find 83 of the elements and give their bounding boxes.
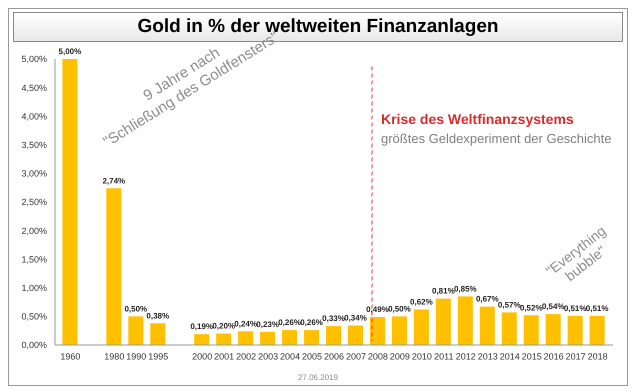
x-tick-label: 2006 <box>324 351 344 362</box>
data-label: 5,00% <box>58 47 82 56</box>
y-tick-label: 1,50% <box>21 254 47 264</box>
bar <box>502 312 517 345</box>
x-tick-label: 2018 <box>588 351 608 362</box>
bar <box>458 296 473 345</box>
x-tick-label: 2004 <box>280 351 300 362</box>
bar <box>326 326 342 345</box>
x-tick-label: 1995 <box>148 351 168 362</box>
data-label: 0,19% <box>190 322 214 332</box>
data-label: 0,67% <box>476 294 499 304</box>
bar <box>348 326 363 345</box>
data-label: 0,62% <box>410 298 433 307</box>
text: 27.06.2019 <box>296 373 340 382</box>
bar <box>238 331 254 345</box>
y-tick-label: 3,00% <box>21 168 47 179</box>
y-tick-label: 2,00% <box>21 226 47 236</box>
x-tick-label: 1990 <box>126 351 146 362</box>
y-tick-label: 0,00% <box>21 340 47 350</box>
bar <box>216 334 232 345</box>
x-tick-label: 2010 <box>412 351 432 362</box>
bar <box>414 310 429 345</box>
y-tick-label: 1,00% <box>21 282 47 293</box>
x-tick-label: 2001 <box>214 351 234 362</box>
bar <box>194 334 210 345</box>
bar <box>106 188 122 345</box>
x-tick-label: 2009 <box>390 351 410 362</box>
data-label: 0,38% <box>146 311 170 320</box>
data-label: 0,54% <box>542 302 565 312</box>
bar <box>282 330 298 345</box>
x-tick-label: 2011 <box>434 351 454 362</box>
bar <box>304 330 320 345</box>
bar <box>62 59 78 345</box>
bar <box>546 314 561 345</box>
x-tick-label: 1960 <box>60 351 80 362</box>
x-tick-label: 2002 <box>236 351 256 362</box>
annotation: größtes Geldexperiment der Geschichte <box>381 131 612 146</box>
data-label: 0,52% <box>520 303 543 312</box>
data-label: 0,24% <box>234 319 257 328</box>
data-label: 0,81% <box>432 286 455 296</box>
data-label: 0,57% <box>498 300 521 310</box>
bar <box>568 316 583 345</box>
bar <box>260 332 276 345</box>
bar <box>590 316 605 345</box>
data-label: 0,33% <box>322 314 345 324</box>
y-tick-label: 2,50% <box>21 197 47 208</box>
data-label: 0,49% <box>366 304 389 314</box>
y-tick-label: 4,00% <box>21 111 47 122</box>
data-label: 0,51% <box>586 304 608 313</box>
data-label: 0,50% <box>124 304 148 314</box>
x-tick-label: 2012 <box>456 351 476 362</box>
x-tick-label: 1980 <box>104 351 124 362</box>
y-tick-label: 3,50% <box>21 140 47 150</box>
data-label: 0,50% <box>388 304 411 314</box>
data-label: 0,85% <box>454 284 477 294</box>
bar <box>370 316 385 345</box>
data-label: 0,23% <box>256 320 279 329</box>
x-tick-label: 2017 <box>566 351 586 362</box>
x-tick-label: 2013 <box>478 351 498 362</box>
x-tick-label: 2003 <box>258 351 278 362</box>
x-tick-label: 2008 <box>368 351 388 362</box>
x-tick-label: 2014 <box>500 351 520 362</box>
x-tick-label: 2015 <box>522 351 542 362</box>
data-label: 0,26% <box>300 318 323 328</box>
data-label: 0,20% <box>212 322 236 331</box>
x-tick-label: 2016 <box>544 351 564 362</box>
y-tick-label: 0,50% <box>21 312 47 322</box>
bar <box>480 306 495 345</box>
x-tick-label: 2000 <box>192 351 212 362</box>
bar <box>524 315 539 345</box>
data-label: 2,74% <box>102 176 126 186</box>
x-tick-label: 2005 <box>302 351 322 362</box>
bar <box>436 298 451 345</box>
data-label: 0,34% <box>344 314 367 323</box>
bar <box>392 316 407 345</box>
bar <box>128 316 144 345</box>
annotation: Krise des Weltfinanzsystems <box>381 111 574 127</box>
y-tick-label: 4,50% <box>21 82 47 93</box>
data-label: 0,26% <box>278 318 301 328</box>
y-tick-label: 5,00% <box>21 54 47 64</box>
x-tick-label: 2007 <box>346 351 366 362</box>
data-label: 0,51% <box>564 304 587 313</box>
bar <box>150 323 166 345</box>
